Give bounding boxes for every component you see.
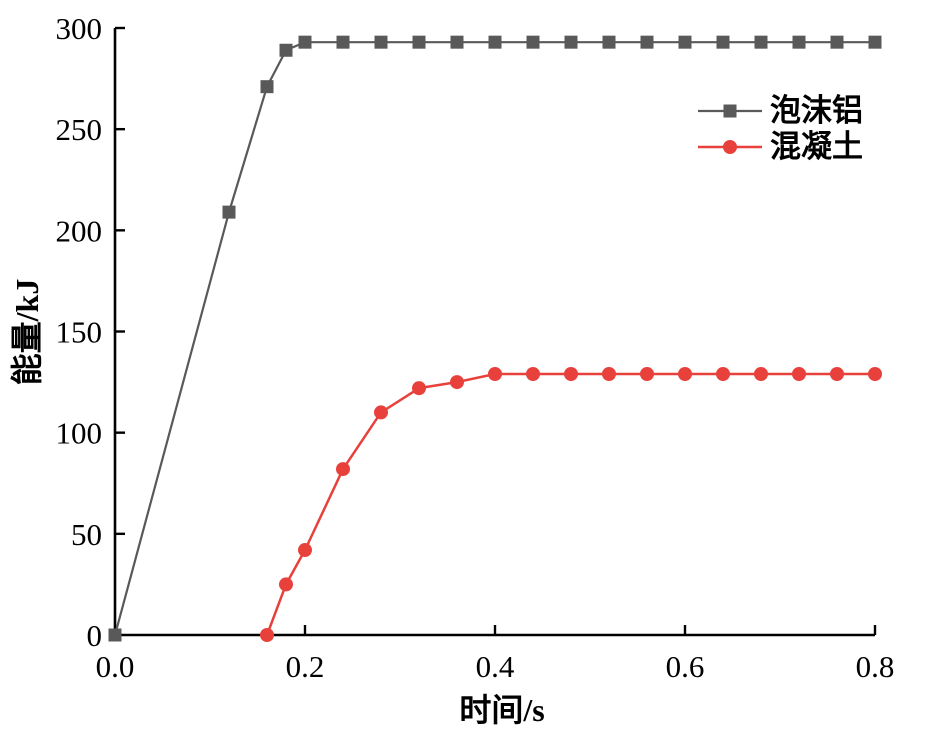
- series-line-1: [265, 372, 875, 636]
- data-point-circle: [723, 140, 737, 154]
- y-axis-label: 能量/kJ: [9, 278, 45, 386]
- data-point-square: [260, 80, 274, 94]
- data-point-circle: [336, 462, 350, 477]
- data-point-circle: [374, 405, 388, 420]
- x-tick-label: 0.4: [476, 649, 515, 684]
- data-point-square: [754, 35, 768, 49]
- data-point-square: [723, 104, 737, 118]
- x-axis-label: 时间/s: [459, 692, 545, 728]
- data-point-circle: [792, 366, 806, 381]
- data-point-square: [336, 35, 350, 49]
- data-point-circle: [716, 366, 730, 381]
- x-tick-label: 0.6: [666, 649, 705, 684]
- data-point-square: [640, 35, 654, 49]
- data-point-circle: [754, 366, 768, 381]
- data-point-square: [298, 35, 312, 49]
- data-point-circle: [260, 628, 274, 642]
- data-point-square: [279, 43, 293, 57]
- data-point-square: [792, 35, 806, 49]
- data-point-circle: [640, 366, 654, 381]
- data-point-circle: [602, 366, 616, 381]
- data-point-square: [678, 35, 692, 49]
- data-point-square: [602, 35, 616, 49]
- data-point-square: [222, 205, 236, 219]
- data-point-circle: [450, 375, 464, 390]
- legend: 泡沫铝 混凝土: [697, 93, 863, 165]
- y-tick-label: 300: [56, 11, 103, 46]
- data-point-square: [830, 35, 844, 49]
- data-point-square: [412, 35, 426, 49]
- data-point-square: [716, 35, 730, 49]
- data-point-square: [526, 35, 540, 49]
- series-1: [260, 366, 882, 642]
- legend-item-foam-aluminum: 泡沫铝: [697, 93, 863, 129]
- legend-key-concrete-icon: [697, 137, 763, 157]
- data-point-circle: [488, 366, 502, 381]
- y-tick-label: 250: [56, 112, 103, 147]
- legend-swatch-0: [698, 104, 762, 118]
- data-point-circle: [678, 366, 692, 381]
- data-point-circle: [830, 366, 844, 381]
- legend-swatch-1: [698, 140, 762, 154]
- legend-label-foam-aluminum: 泡沫铝: [770, 93, 863, 128]
- legend-key-foam-aluminum-icon: [697, 101, 763, 121]
- data-point-square: [450, 35, 464, 49]
- data-point-square: [374, 35, 388, 49]
- x-tick-label: 0.2: [286, 649, 325, 684]
- data-point-square: [564, 35, 578, 49]
- y-tick-label: 100: [56, 416, 103, 451]
- x-tick-label: 0.0: [96, 649, 135, 684]
- data-point-circle: [279, 577, 293, 592]
- data-point-square: [488, 35, 502, 49]
- data-point-circle: [564, 366, 578, 381]
- data-point-circle: [298, 543, 312, 558]
- y-tick-label: 150: [56, 315, 103, 350]
- data-point-square: [868, 35, 882, 49]
- series-0: [108, 35, 882, 642]
- data-point-circle: [868, 366, 882, 381]
- y-tick-label: 0: [87, 618, 103, 653]
- legend-label-concrete: 混凝土: [770, 129, 863, 164]
- data-point-square: [108, 628, 122, 642]
- y-tick-label: 50: [71, 517, 102, 552]
- legend-item-concrete: 混凝土: [697, 129, 863, 165]
- data-point-circle: [412, 381, 426, 396]
- y-tick-label: 200: [56, 213, 103, 248]
- data-point-circle: [526, 366, 540, 381]
- x-tick-label: 0.8: [856, 649, 895, 684]
